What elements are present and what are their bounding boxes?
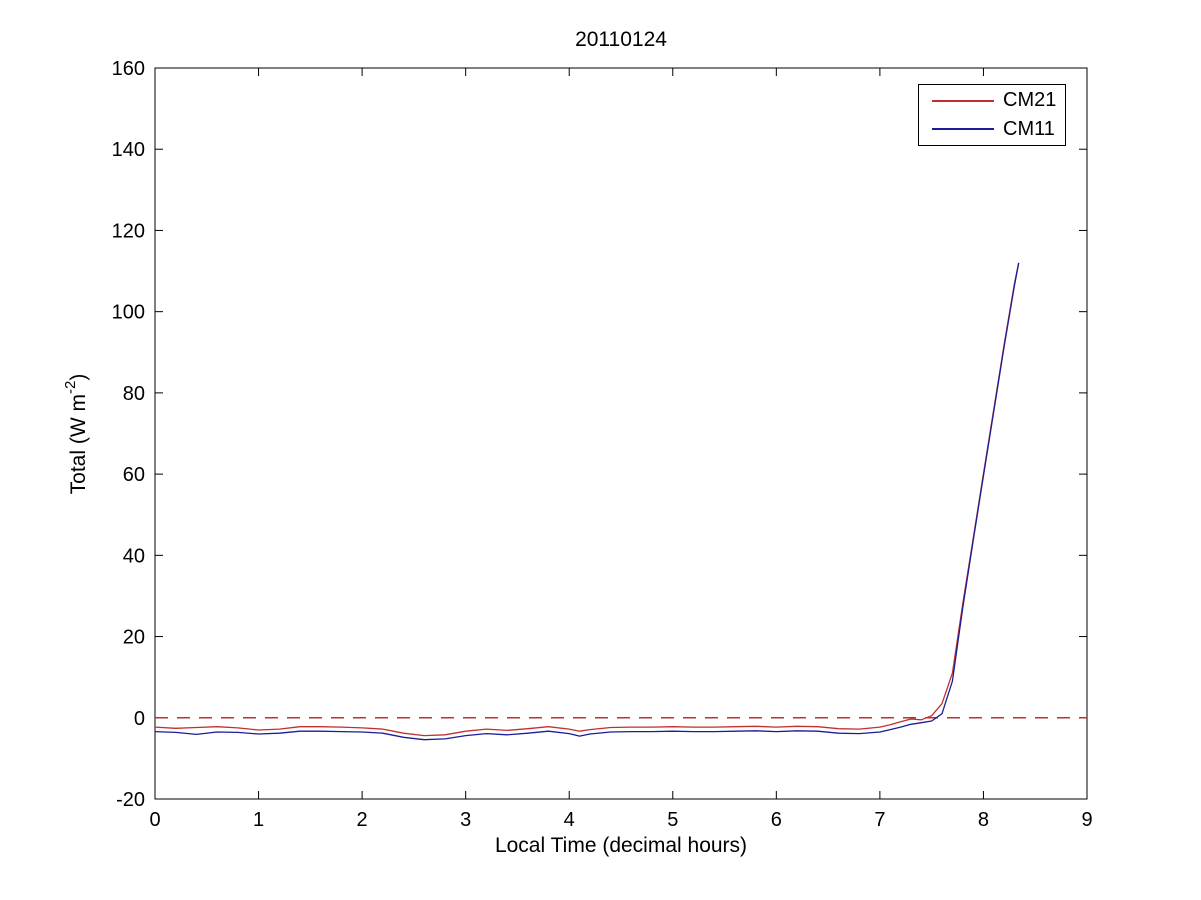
legend-line-sample-CM21 (932, 99, 994, 102)
legend-box: CM21 CM11 (918, 84, 1066, 146)
x-tick-label: 8 (978, 809, 989, 831)
y-tick-label: 80 (123, 383, 145, 405)
legend-entry-CM21: CM21 (919, 88, 1065, 114)
y-tick-label: 100 (112, 302, 145, 324)
x-tick-label: 5 (667, 809, 678, 831)
y-tick-label: -20 (116, 789, 145, 811)
series-line-CM21 (154, 262, 1020, 737)
y-tick-label: 120 (112, 220, 145, 242)
y-axis-label-suffix: ) (67, 373, 90, 381)
x-tick-label: 2 (357, 809, 368, 831)
x-axis-label: Local Time (decimal hours) (494, 834, 748, 857)
x-tick-label: 6 (771, 809, 782, 831)
y-tick-label: 140 (112, 139, 145, 161)
x-tick-label: 4 (564, 809, 575, 831)
x-tick-label: 0 (149, 809, 160, 831)
legend-label: CM11 (1003, 117, 1055, 140)
y-tick-label: 40 (123, 545, 145, 567)
x-tick-label: 7 (874, 809, 885, 831)
y-axis-label-superscript: -2 (62, 380, 79, 394)
legend-entry-CM11: CM11 (919, 116, 1065, 142)
y-tick-label: 160 (112, 58, 145, 80)
x-tick-label: 3 (460, 809, 471, 831)
y-tick-label: 60 (123, 464, 145, 486)
series-line-CM11 (154, 262, 1020, 741)
axes-box (154, 67, 1088, 800)
y-axis-label: Total (W m-2) (62, 334, 92, 534)
x-tick-label: 9 (1081, 809, 1092, 831)
legend-line-sample-CM11 (932, 128, 994, 131)
y-tick-label: 20 (123, 627, 145, 649)
legend-label: CM21 (1003, 89, 1057, 112)
chart-title: 20110124 (575, 28, 667, 51)
y-axis-label-text: Total (W m (67, 394, 90, 495)
y-tick-label: 0 (134, 708, 145, 730)
x-tick-label: 1 (253, 809, 264, 831)
